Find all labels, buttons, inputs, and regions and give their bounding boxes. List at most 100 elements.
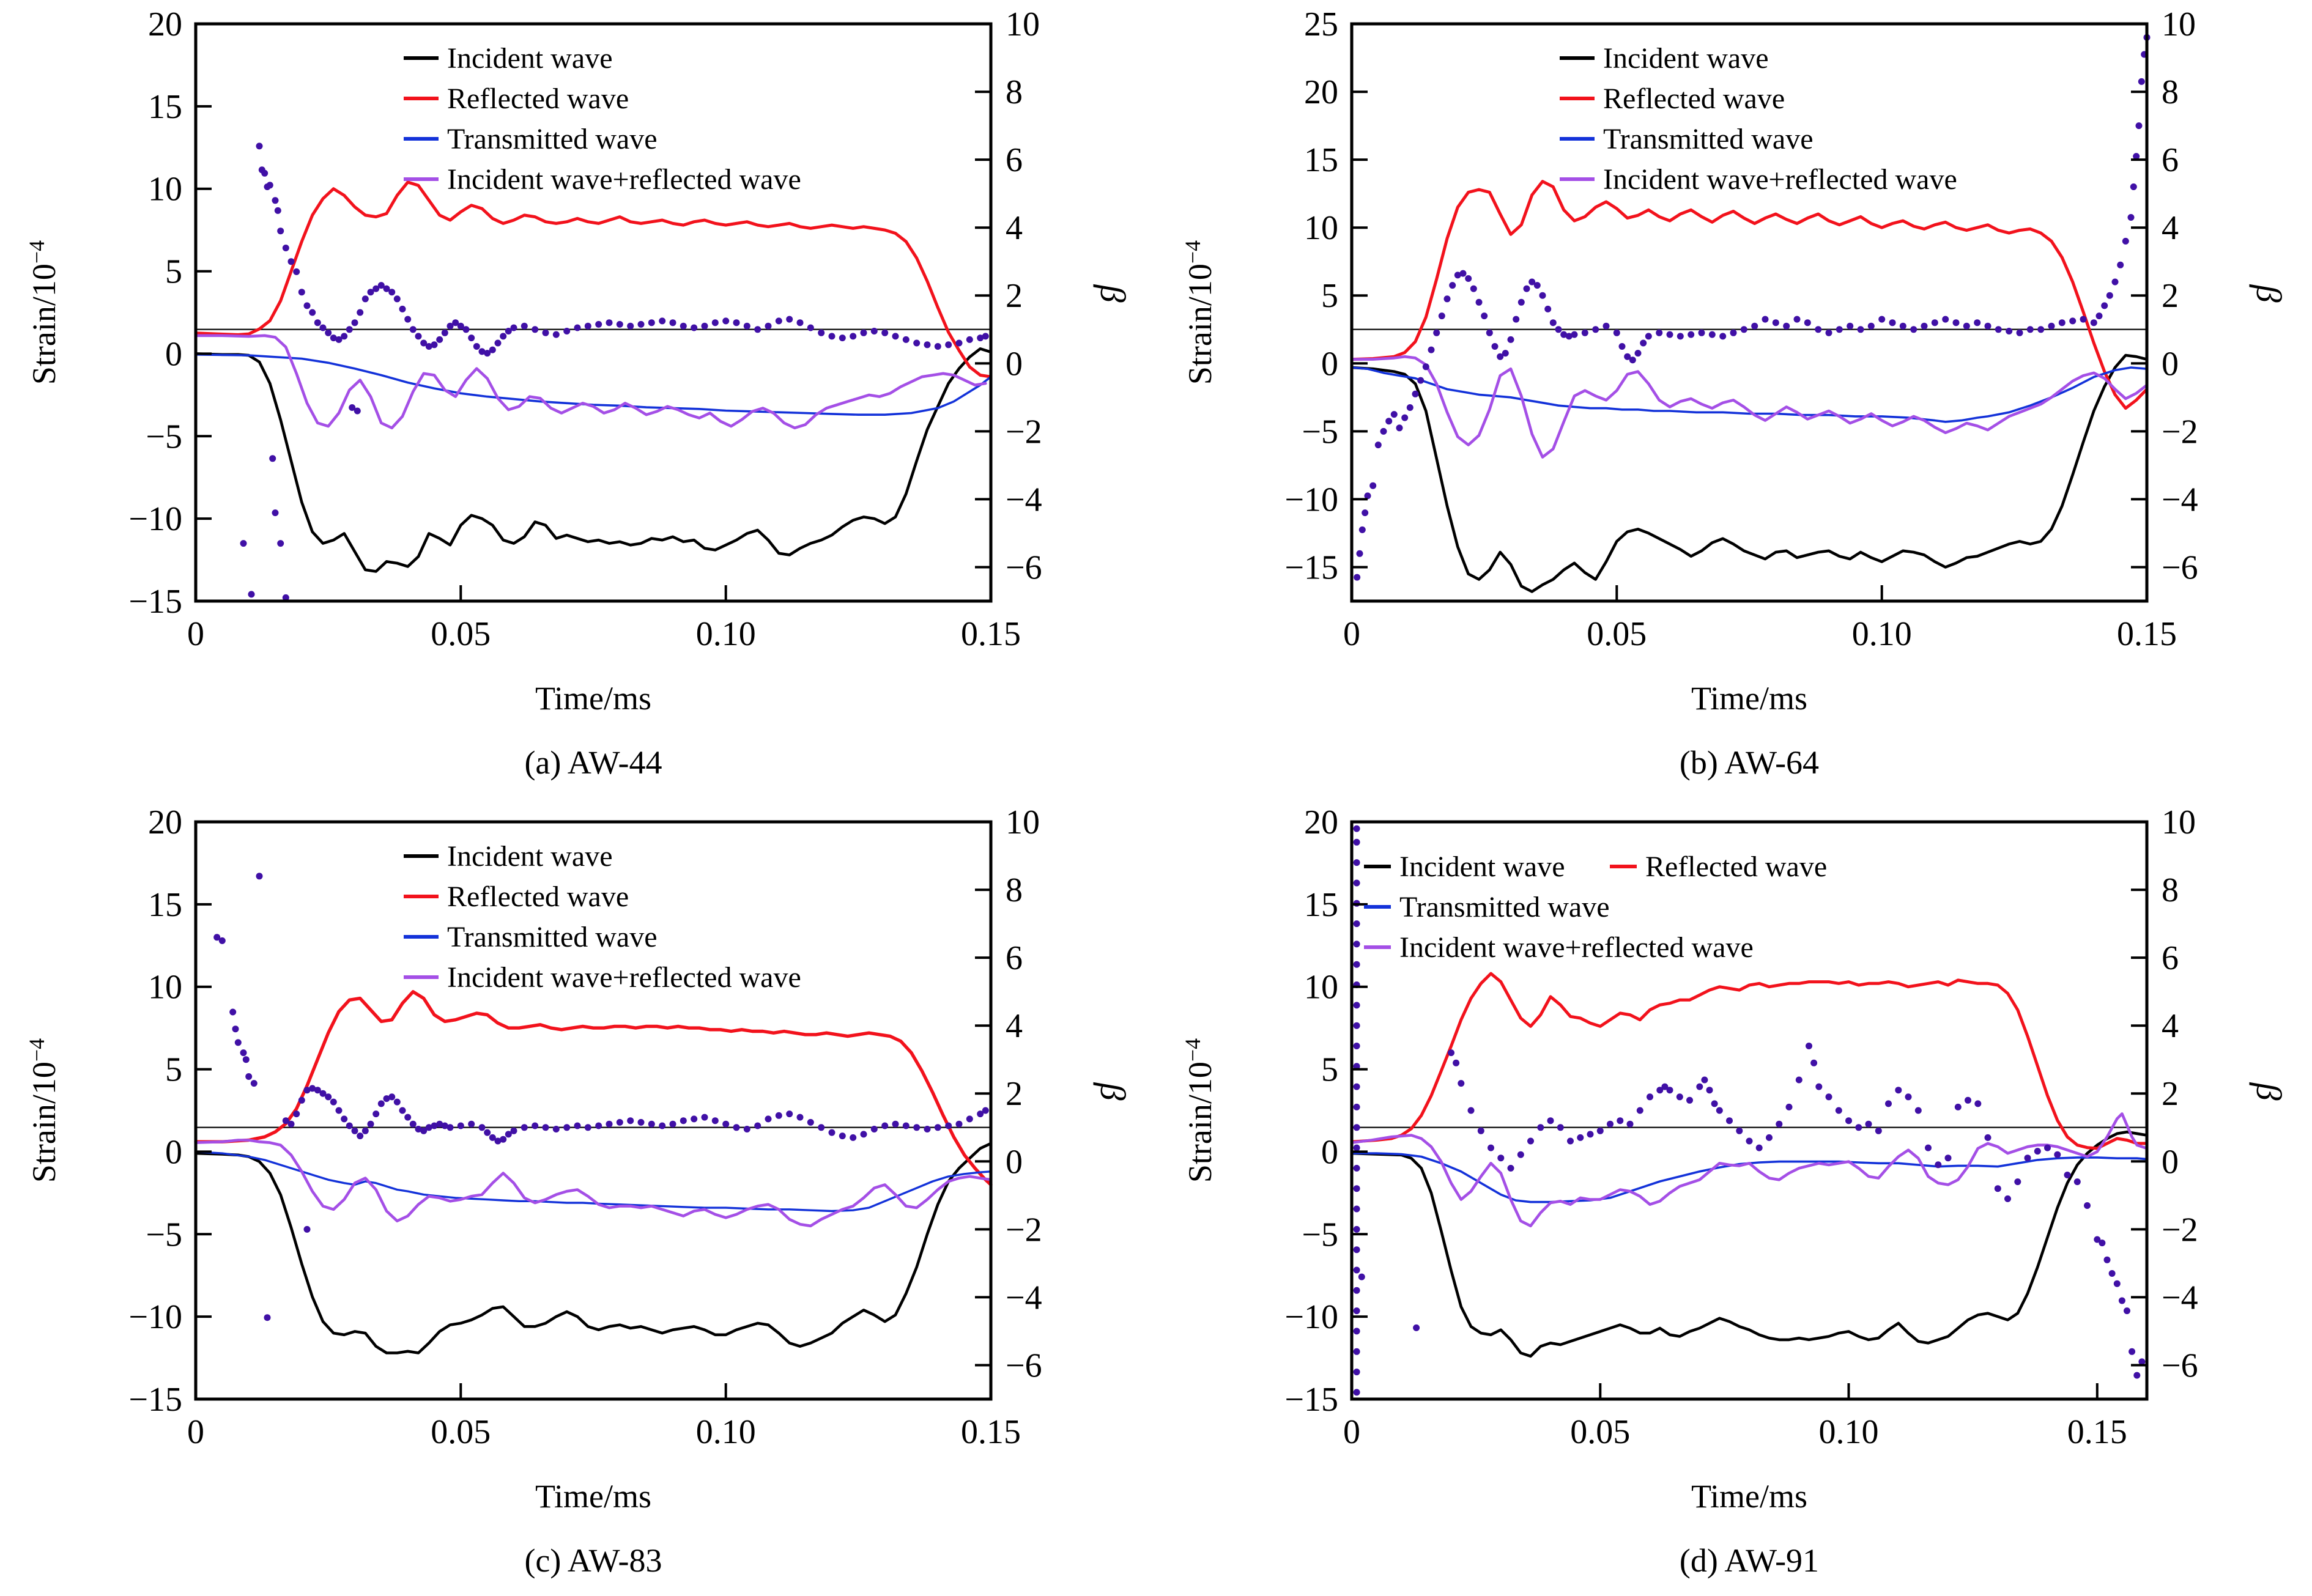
svg-text:4: 4 (1006, 209, 1023, 247)
svg-text:−5: −5 (146, 1216, 182, 1254)
svg-text:5: 5 (1321, 1051, 1338, 1089)
svg-text:Incident wave: Incident wave (447, 840, 613, 873)
svg-text:0.10: 0.10 (1852, 615, 1912, 653)
svg-text:0.15: 0.15 (961, 1413, 1021, 1451)
svg-text:5: 5 (1321, 277, 1338, 315)
svg-text:−6: −6 (2162, 1347, 2198, 1385)
svg-text:Strain/10−4: Strain/10−4 (24, 240, 62, 385)
svg-text:Incident wave: Incident wave (1399, 851, 1565, 883)
svg-text:β: β (2249, 284, 2289, 303)
svg-text:5: 5 (165, 1051, 182, 1089)
svg-text:10: 10 (1006, 6, 1040, 43)
svg-text:Strain/10−4: Strain/10−4 (24, 1038, 62, 1183)
svg-text:Transmitted wave: Transmitted wave (447, 921, 658, 953)
svg-text:4: 4 (2162, 209, 2179, 247)
svg-text:2: 2 (1006, 1075, 1023, 1113)
svg-text:−6: −6 (1006, 549, 1042, 587)
svg-text:Incident wave+reflected wave: Incident wave+reflected wave (1603, 163, 1957, 196)
svg-text:−15: −15 (128, 1381, 182, 1419)
svg-text:Time/ms: Time/ms (535, 680, 651, 717)
svg-text:6: 6 (1006, 141, 1023, 179)
svg-text:−15: −15 (128, 583, 182, 621)
svg-text:0.15: 0.15 (2067, 1413, 2127, 1451)
svg-text:0: 0 (187, 1413, 204, 1451)
svg-text:0.10: 0.10 (696, 1413, 756, 1451)
svg-text:0.05: 0.05 (1587, 615, 1647, 653)
svg-text:−10: −10 (128, 500, 182, 538)
svg-text:Time/ms: Time/ms (1691, 680, 1807, 717)
svg-text:−6: −6 (2162, 549, 2198, 587)
svg-text:β: β (1093, 284, 1133, 303)
svg-text:0: 0 (1343, 615, 1360, 653)
svg-text:0.05: 0.05 (431, 615, 491, 653)
svg-text:−4: −4 (1006, 481, 1042, 519)
svg-text:0: 0 (1321, 1133, 1338, 1171)
svg-text:0.15: 0.15 (961, 615, 1021, 653)
svg-text:−5: −5 (1302, 1216, 1338, 1254)
svg-text:10: 10 (1304, 969, 1338, 1007)
svg-text:20: 20 (148, 804, 182, 841)
svg-text:0.05: 0.05 (431, 1413, 491, 1451)
svg-text:0.05: 0.05 (1570, 1413, 1630, 1451)
svg-text:β: β (1093, 1082, 1133, 1101)
svg-text:10: 10 (148, 969, 182, 1007)
svg-text:20: 20 (148, 6, 182, 43)
svg-text:6: 6 (1006, 939, 1023, 977)
svg-text:0: 0 (1343, 1413, 1360, 1451)
svg-text:−2: −2 (1006, 1211, 1042, 1249)
chart-caption-aw83: (c) AW-83 (524, 1542, 662, 1579)
svg-text:8: 8 (2162, 871, 2179, 909)
svg-text:Transmitted wave: Transmitted wave (1603, 123, 1814, 155)
svg-text:0: 0 (187, 615, 204, 653)
svg-text:5: 5 (165, 253, 182, 291)
svg-text:−10: −10 (128, 1298, 182, 1336)
svg-text:0.10: 0.10 (1819, 1413, 1879, 1451)
chart-caption-aw64: (b) AW-64 (1679, 744, 1820, 781)
svg-text:0: 0 (2162, 345, 2179, 383)
svg-text:−6: −6 (1006, 1347, 1042, 1385)
svg-text:0: 0 (2162, 1143, 2179, 1181)
svg-text:Strain/10−4: Strain/10−4 (1180, 240, 1218, 385)
svg-text:15: 15 (1304, 141, 1338, 179)
svg-text:Incident wave: Incident wave (447, 42, 613, 75)
svg-text:Reflected wave: Reflected wave (447, 83, 629, 115)
svg-text:15: 15 (148, 886, 182, 924)
svg-text:−4: −4 (2162, 481, 2198, 519)
svg-text:−2: −2 (1006, 413, 1042, 451)
svg-text:0.10: 0.10 (696, 615, 756, 653)
svg-text:2: 2 (2162, 277, 2179, 315)
svg-text:−5: −5 (1302, 413, 1338, 451)
chart-panel-aw44: 20 15 10 5 0 −5 −10 −15 10 8 6 4 2 0 −2 −4 −6 0 0.05 0.10 0.… (0, 0, 1156, 798)
svg-text:6: 6 (2162, 939, 2179, 977)
svg-text:−2: −2 (2162, 413, 2198, 451)
svg-text:4: 4 (1006, 1007, 1023, 1045)
svg-text:15: 15 (148, 88, 182, 126)
svg-text:10: 10 (2162, 6, 2196, 43)
svg-text:Transmitted wave: Transmitted wave (447, 123, 658, 155)
svg-text:2: 2 (2162, 1075, 2179, 1113)
svg-text:8: 8 (2162, 73, 2179, 111)
svg-text:Incident wave+reflected wave: Incident wave+reflected wave (447, 163, 801, 196)
svg-text:8: 8 (1006, 871, 1023, 909)
chart-caption-aw44: (a) AW-44 (524, 744, 662, 781)
svg-text:−15: −15 (1284, 549, 1338, 587)
chart-panel-aw91: 20 15 10 5 0 −5 −10 −15 10 8 6 4 2 0 −2 −4 −6 0 0.05 0.10 0.… (1156, 798, 2312, 1596)
svg-text:6: 6 (2162, 141, 2179, 179)
svg-text:Reflected wave: Reflected wave (1645, 851, 1827, 883)
svg-text:Time/ms: Time/ms (535, 1478, 651, 1515)
svg-text:25: 25 (1304, 6, 1338, 43)
svg-text:Incident wave+reflected wave: Incident wave+reflected wave (1399, 931, 1754, 964)
svg-text:20: 20 (1304, 73, 1338, 111)
svg-text:8: 8 (1006, 73, 1023, 111)
svg-text:Reflected wave: Reflected wave (447, 881, 629, 913)
svg-text:−5: −5 (146, 418, 182, 456)
chart-caption-aw91: (d) AW-91 (1679, 1542, 1820, 1579)
svg-text:Incident wave+reflected wave: Incident wave+reflected wave (447, 961, 801, 994)
svg-text:10: 10 (1304, 209, 1338, 247)
chart-panel-aw64: 25 20 15 10 5 0 −5 −10 −15 10 8 6 4 2 0 −2 −4 −6 0 0.05 0.10… (1156, 0, 2312, 798)
svg-text:0: 0 (1321, 345, 1338, 383)
